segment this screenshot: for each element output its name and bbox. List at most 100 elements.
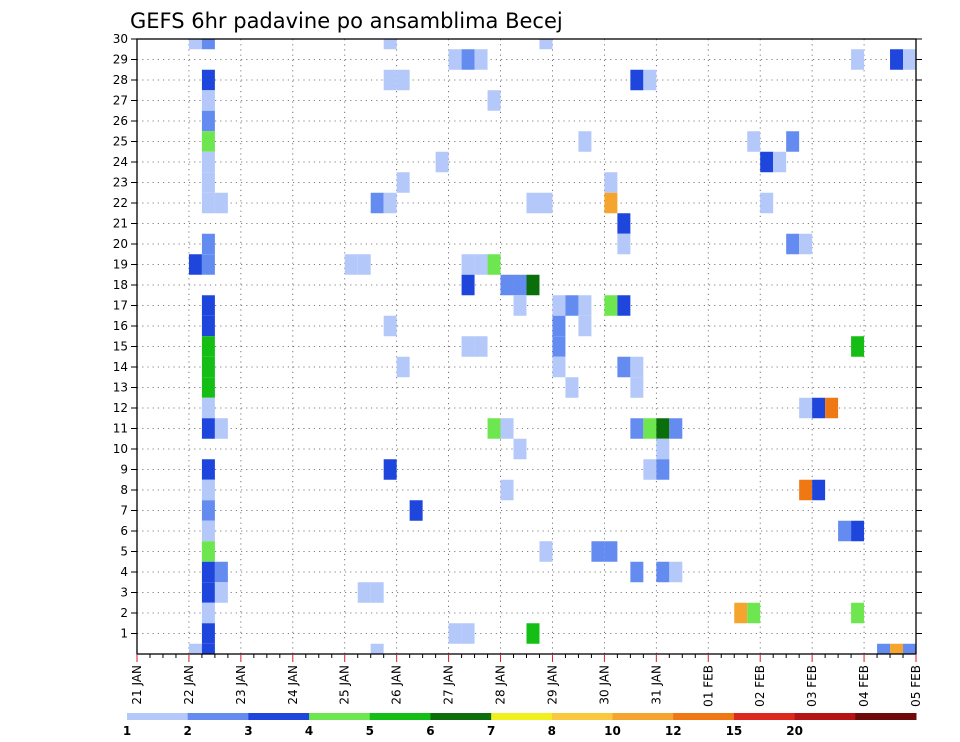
heatmap-cell	[448, 49, 462, 70]
heatmap-cell	[201, 459, 215, 480]
y-tick-label: 15	[113, 340, 128, 354]
x-tick-label: 04 FEB	[857, 665, 871, 707]
heatmap-cell	[656, 459, 670, 480]
heatmap-cell	[669, 418, 683, 439]
heatmap-cell	[643, 69, 657, 91]
legend-swatch	[248, 713, 310, 720]
heatmap-cell	[643, 459, 657, 480]
heatmap-cell	[656, 438, 670, 460]
heatmap-cell	[201, 172, 215, 193]
heatmap-cell	[396, 172, 410, 193]
heatmap-cell	[656, 561, 670, 583]
y-tick-label: 3	[120, 586, 128, 600]
heatmap-cell	[851, 336, 865, 357]
heatmap-cell	[201, 315, 215, 337]
y-tick-label: 29	[113, 53, 128, 67]
legend-label: 2	[184, 724, 192, 738]
legend-label: 20	[786, 724, 803, 738]
heatmap-cell	[409, 500, 423, 521]
heatmap-cell	[565, 377, 579, 398]
legend-label: 6	[426, 724, 434, 738]
y-tick-label: 13	[113, 381, 128, 395]
heatmap-cell	[578, 315, 592, 337]
heatmap-cell	[786, 131, 800, 152]
legend-swatch	[673, 713, 735, 720]
heatmap-cell	[461, 274, 475, 296]
heatmap-cell	[201, 602, 215, 624]
heatmap-cells	[188, 39, 916, 654]
legend-label: 7	[487, 724, 495, 738]
heatmap-cell	[383, 69, 397, 91]
heatmap-cell	[214, 192, 228, 214]
chart-title: GEFS 6hr padavine po ansamblima Becej	[130, 9, 563, 33]
y-tick-label: 16	[113, 319, 128, 333]
heatmap-cell	[201, 254, 215, 275]
heatmap-cell	[201, 356, 215, 378]
heatmap-cell	[539, 192, 553, 214]
heatmap-cell	[188, 643, 202, 654]
heatmap-cell	[201, 233, 215, 255]
heatmap-cell	[630, 377, 644, 398]
heatmap-cell	[214, 561, 228, 583]
heatmap-cell	[552, 336, 566, 357]
heatmap-cell	[552, 315, 566, 337]
heatmap-cell	[201, 541, 215, 562]
heatmap-cell	[201, 110, 215, 132]
legend-label: 3	[244, 724, 252, 738]
heatmap-cell	[890, 49, 904, 70]
heatmap-cell	[396, 356, 410, 378]
y-tick-label: 9	[120, 463, 128, 477]
y-tick-label: 10	[113, 442, 128, 456]
heatmap-cell	[435, 151, 449, 173]
heatmap-cell	[474, 254, 488, 275]
heatmap-cell	[500, 479, 514, 501]
heatmap-cell	[812, 397, 826, 419]
x-tick-label: 01 FEB	[701, 665, 715, 707]
heatmap-cell	[851, 49, 865, 70]
heatmap-cell	[630, 418, 644, 439]
heatmap-cell	[201, 377, 215, 398]
x-tick-label: 21 JAN	[130, 665, 144, 705]
x-tick-label: 31 JAN	[649, 665, 663, 705]
heatmap-cell	[188, 39, 202, 50]
heatmap-cell	[565, 295, 579, 316]
heatmap-cell	[201, 623, 215, 644]
heatmap-cell	[812, 479, 826, 501]
heatmap-cell	[201, 131, 215, 152]
heatmap-cell	[838, 520, 852, 542]
heatmap-cell	[487, 90, 501, 111]
heatmap-cell	[201, 520, 215, 542]
x-tick-label: 26 JAN	[390, 665, 404, 705]
heatmap-cell	[357, 582, 371, 603]
legend-swatch	[733, 713, 796, 720]
x-tick-label: 03 FEB	[805, 665, 819, 707]
heatmap-cell	[734, 602, 748, 624]
heatmap-cell	[617, 356, 631, 378]
legend-swatch	[612, 713, 674, 720]
heatmap-cell	[825, 397, 839, 419]
legend-label: 12	[665, 724, 682, 738]
heatmap-cell	[656, 418, 670, 439]
x-tick-label: 23 JAN	[234, 665, 248, 705]
heatmap-cell	[643, 418, 657, 439]
heatmap-cell	[513, 274, 527, 296]
y-tick-label: 23	[113, 176, 128, 190]
heatmap-cell	[786, 233, 800, 255]
y-tick-label: 11	[113, 422, 128, 436]
heatmap-cell	[201, 397, 215, 419]
heatmap-cell	[851, 602, 865, 624]
legend-swatch	[430, 713, 492, 720]
legend-label: 10	[604, 724, 621, 738]
x-tick-label: 27 JAN	[442, 665, 456, 705]
heatmap-cell	[214, 582, 228, 603]
heatmap-cell	[617, 295, 631, 316]
x-tick-label: 30 JAN	[597, 665, 611, 705]
heatmap-cell	[383, 192, 397, 214]
heatmap-cell	[201, 295, 215, 316]
y-tick-label: 22	[113, 196, 128, 210]
heatmap-cell	[604, 541, 618, 562]
heatmap-cell	[344, 254, 358, 275]
heatmap-cell	[604, 192, 618, 214]
heatmap-cell	[201, 39, 215, 50]
heatmap-cell	[201, 582, 215, 603]
